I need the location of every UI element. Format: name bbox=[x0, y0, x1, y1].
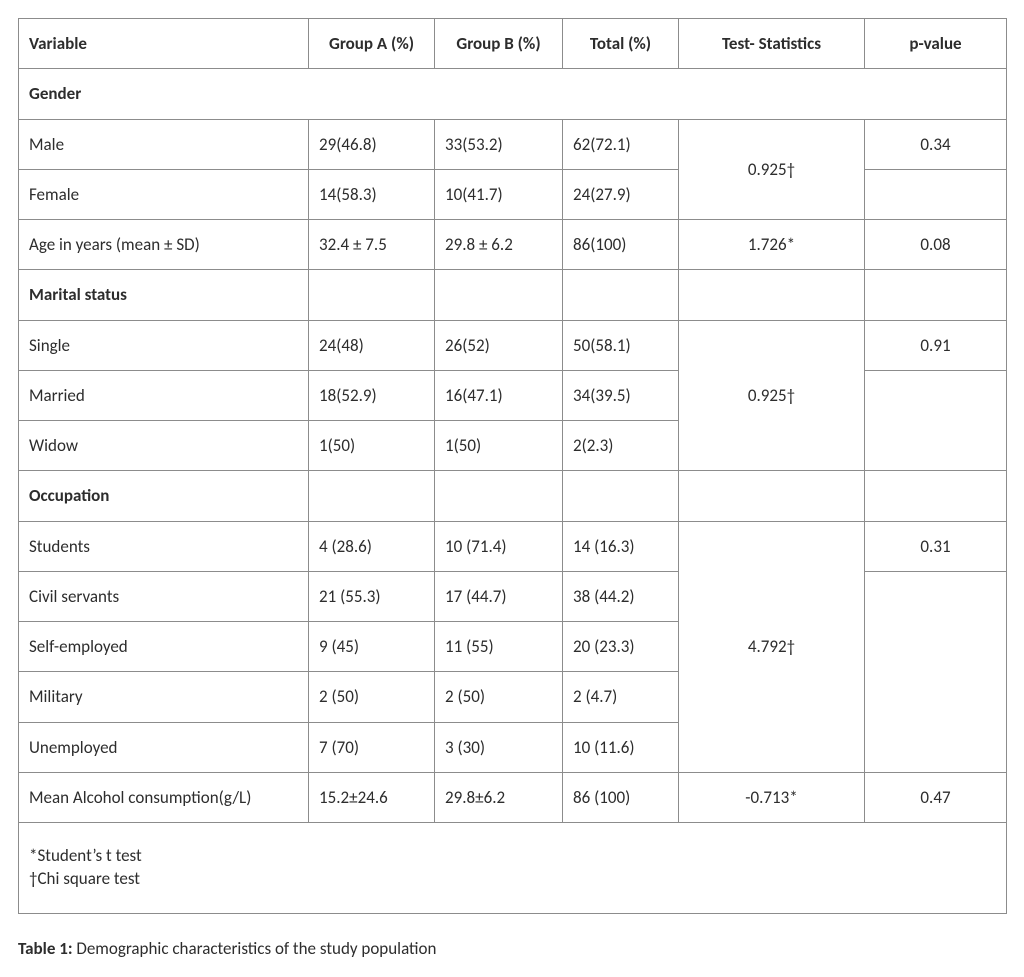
cell-p-empty bbox=[865, 370, 1007, 471]
table-caption: Table 1: Demographic characteristics of … bbox=[18, 938, 1006, 959]
cell-label: Mean Alcohol consumption(g/L) bbox=[19, 772, 309, 822]
cell-stat-gender: 0.925† bbox=[679, 119, 865, 220]
cell-p-occupation: 0.31 bbox=[865, 521, 1007, 571]
cell-p: 0.47 bbox=[865, 772, 1007, 822]
cell-label: Unemployed bbox=[19, 722, 309, 772]
cell-group-a: 9 (45) bbox=[309, 622, 435, 672]
section-marital: Marital status bbox=[19, 270, 1007, 320]
cell-group-a: 32.4 ± 7.5 bbox=[309, 220, 435, 270]
cell-total: 24(27.9) bbox=[563, 169, 679, 219]
cell-label: Single bbox=[19, 320, 309, 370]
cell-group-a: 21 (55.3) bbox=[309, 571, 435, 621]
cell-label: Self-employed bbox=[19, 622, 309, 672]
footnote-t-test: *Student’s t test bbox=[29, 845, 996, 868]
cell-group-a: 24(48) bbox=[309, 320, 435, 370]
cell-total: 14 (16.3) bbox=[563, 521, 679, 571]
cell-total: 10 (11.6) bbox=[563, 722, 679, 772]
cell-empty bbox=[563, 471, 679, 521]
section-marital-label: Marital status bbox=[19, 270, 309, 320]
cell-total: 34(39.5) bbox=[563, 370, 679, 420]
cell-group-a: 18(52.9) bbox=[309, 370, 435, 420]
section-gender-label: Gender bbox=[19, 69, 1007, 119]
cell-group-a: 14(58.3) bbox=[309, 169, 435, 219]
cell-empty bbox=[435, 471, 563, 521]
cell-label: Widow bbox=[19, 421, 309, 471]
row-male: Male 29(46.8) 33(53.2) 62(72.1) 0.925† 0… bbox=[19, 119, 1007, 169]
cell-group-b: 16(47.1) bbox=[435, 370, 563, 420]
cell-group-a: 29(46.8) bbox=[309, 119, 435, 169]
cell-empty bbox=[679, 471, 865, 521]
cell-total: 62(72.1) bbox=[563, 119, 679, 169]
cell-empty bbox=[563, 270, 679, 320]
cell-group-b: 10(41.7) bbox=[435, 169, 563, 219]
cell-group-b: 33(53.2) bbox=[435, 119, 563, 169]
cell-empty bbox=[865, 270, 1007, 320]
footnotes-cell: *Student’s t test †Chi square test bbox=[19, 823, 1007, 914]
cell-stat: -0.713* bbox=[679, 772, 865, 822]
cell-empty bbox=[679, 270, 865, 320]
footnote-chi-square: †Chi square test bbox=[29, 868, 996, 891]
cell-empty bbox=[309, 471, 435, 521]
cell-total: 20 (23.3) bbox=[563, 622, 679, 672]
section-occupation: Occupation bbox=[19, 471, 1007, 521]
cell-label: Female bbox=[19, 169, 309, 219]
cell-group-b: 3 (30) bbox=[435, 722, 563, 772]
cell-label: Married bbox=[19, 370, 309, 420]
cell-group-a: 15.2±24.6 bbox=[309, 772, 435, 822]
cell-group-b: 29.8±6.2 bbox=[435, 772, 563, 822]
cell-group-a: 7 (70) bbox=[309, 722, 435, 772]
cell-label: Age in years (mean ± SD) bbox=[19, 220, 309, 270]
cell-group-a: 4 (28.6) bbox=[309, 521, 435, 571]
cell-group-b: 10 (71.4) bbox=[435, 521, 563, 571]
caption-text: Demographic characteristics of the study… bbox=[73, 938, 437, 959]
cell-label: Military bbox=[19, 672, 309, 722]
cell-total: 86(100) bbox=[563, 220, 679, 270]
cell-group-b: 11 (55) bbox=[435, 622, 563, 672]
cell-total: 2 (4.7) bbox=[563, 672, 679, 722]
section-gender: Gender bbox=[19, 69, 1007, 119]
footnotes-row: *Student’s t test †Chi square test bbox=[19, 823, 1007, 914]
section-occupation-label: Occupation bbox=[19, 471, 309, 521]
cell-group-a: 1(50) bbox=[309, 421, 435, 471]
row-age: Age in years (mean ± SD) 32.4 ± 7.5 29.8… bbox=[19, 220, 1007, 270]
row-students: Students 4 (28.6) 10 (71.4) 14 (16.3) 4.… bbox=[19, 521, 1007, 571]
col-group-a: Group A (%) bbox=[309, 19, 435, 69]
cell-group-b: 2 (50) bbox=[435, 672, 563, 722]
cell-label: Civil servants bbox=[19, 571, 309, 621]
table-header-row: Variable Group A (%) Group B (%) Total (… bbox=[19, 19, 1007, 69]
col-group-b: Group B (%) bbox=[435, 19, 563, 69]
row-alcohol: Mean Alcohol consumption(g/L) 15.2±24.6 … bbox=[19, 772, 1007, 822]
cell-total: 86 (100) bbox=[563, 772, 679, 822]
col-p-value: p-value bbox=[865, 19, 1007, 69]
cell-stat-occupation: 4.792† bbox=[679, 521, 865, 772]
cell-group-b: 1(50) bbox=[435, 421, 563, 471]
cell-empty bbox=[865, 471, 1007, 521]
cell-total: 38 (44.2) bbox=[563, 571, 679, 621]
demographics-table: Variable Group A (%) Group B (%) Total (… bbox=[18, 18, 1007, 914]
cell-group-b: 17 (44.7) bbox=[435, 571, 563, 621]
cell-total: 2(2.3) bbox=[563, 421, 679, 471]
cell-empty bbox=[309, 270, 435, 320]
cell-total: 50(58.1) bbox=[563, 320, 679, 370]
cell-p-gender: 0.34 bbox=[865, 119, 1007, 169]
cell-label: Male bbox=[19, 119, 309, 169]
col-variable: Variable bbox=[19, 19, 309, 69]
cell-stat: 1.726* bbox=[679, 220, 865, 270]
col-test-statistics: Test- Statistics bbox=[679, 19, 865, 69]
cell-group-a: 2 (50) bbox=[309, 672, 435, 722]
cell-p: 0.08 bbox=[865, 220, 1007, 270]
cell-p-empty bbox=[865, 571, 1007, 772]
col-total: Total (%) bbox=[563, 19, 679, 69]
row-single: Single 24(48) 26(52) 50(58.1) 0.925† 0.9… bbox=[19, 320, 1007, 370]
cell-p-marital: 0.91 bbox=[865, 320, 1007, 370]
cell-group-b: 26(52) bbox=[435, 320, 563, 370]
cell-group-b: 29.8 ± 6.2 bbox=[435, 220, 563, 270]
cell-empty bbox=[435, 270, 563, 320]
cell-label: Students bbox=[19, 521, 309, 571]
cell-p-empty bbox=[865, 169, 1007, 219]
cell-stat-marital: 0.925† bbox=[679, 320, 865, 471]
caption-lead: Table 1: bbox=[18, 938, 73, 959]
